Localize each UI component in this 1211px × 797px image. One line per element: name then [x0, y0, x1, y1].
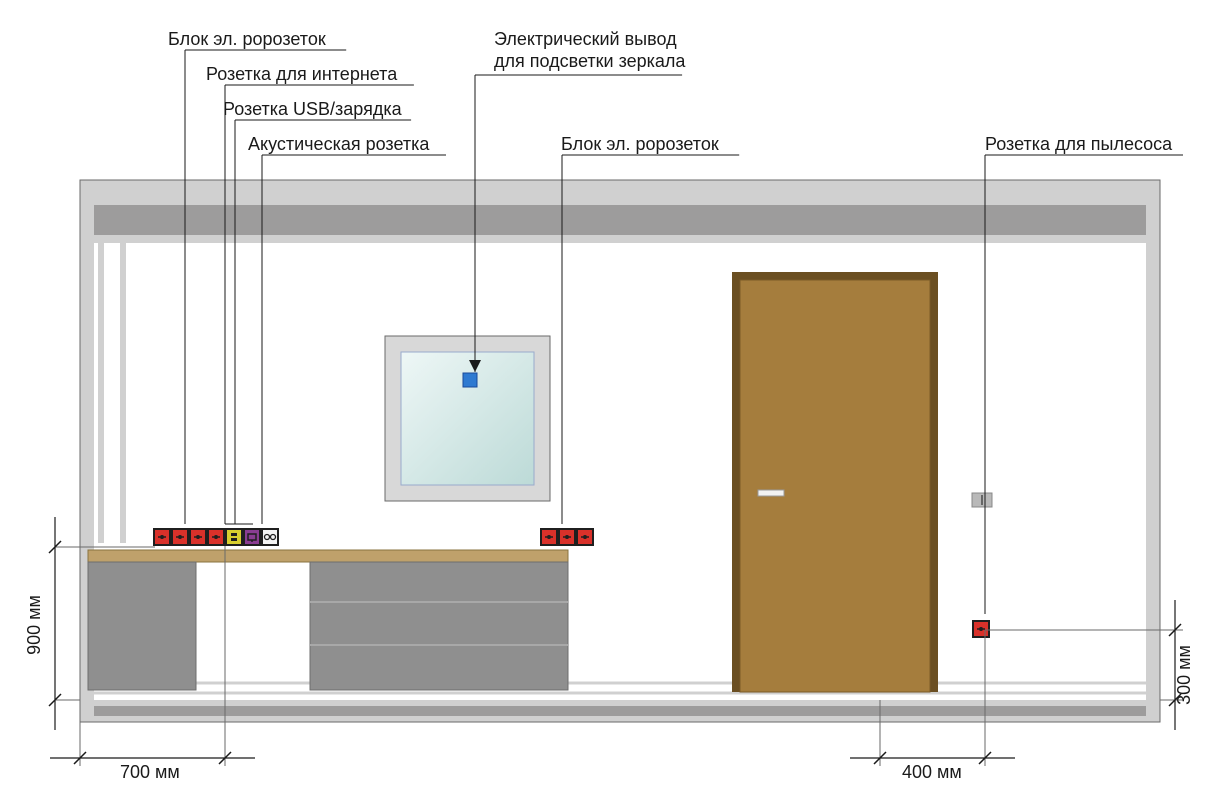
socket-0 — [153, 528, 171, 546]
mirror — [385, 336, 550, 501]
lbl_internet: Розетка для интернета — [206, 64, 414, 524]
room — [80, 180, 1160, 722]
socket-2 — [189, 528, 207, 546]
door-leaf — [740, 280, 930, 692]
cabinet-left — [88, 562, 196, 690]
slab-band — [80, 205, 1160, 235]
socket-1 — [171, 528, 189, 546]
dim_900-text: 900 мм — [24, 595, 44, 655]
socket-2 — [576, 528, 594, 546]
cabinet-right — [310, 562, 568, 690]
electrical-outlet-mirror — [463, 373, 477, 387]
lbl_block_left-text: Блок эл. ророзеток — [168, 29, 326, 49]
lbl_usb-text: Розетка USB/зарядка — [223, 99, 403, 119]
dim_300-text: 300 мм — [1174, 645, 1194, 705]
lbl_internet-text: Розетка для интернета — [206, 64, 398, 84]
furniture — [88, 550, 568, 690]
lbl_mirror_out-text2: для подсветки зеркала — [494, 51, 686, 71]
socket-vacuum — [972, 620, 990, 638]
lbl_mirror_out-text: Электрический вывод — [494, 29, 677, 49]
mirror-glass — [401, 352, 534, 485]
socket-0 — [540, 528, 558, 546]
socket-4 — [225, 528, 243, 546]
socket-5 — [243, 528, 261, 546]
lbl_vacuum-text: Розетка для пылесоса — [985, 134, 1173, 154]
door-handle — [758, 490, 784, 496]
socket-block-mid — [540, 528, 594, 546]
counter-top — [88, 550, 568, 562]
door — [732, 272, 938, 692]
socket-1 — [558, 528, 576, 546]
dim_400-text: 400 мм — [902, 762, 962, 782]
socket-3 — [207, 528, 225, 546]
lbl_acoustic-text: Акустическая розетка — [248, 134, 430, 154]
socket-block-left — [153, 528, 279, 546]
socket-6 — [261, 528, 279, 546]
lbl_block_mid-text: Блок эл. ророзеток — [561, 134, 719, 154]
dim_700-text: 700 мм — [120, 762, 180, 782]
